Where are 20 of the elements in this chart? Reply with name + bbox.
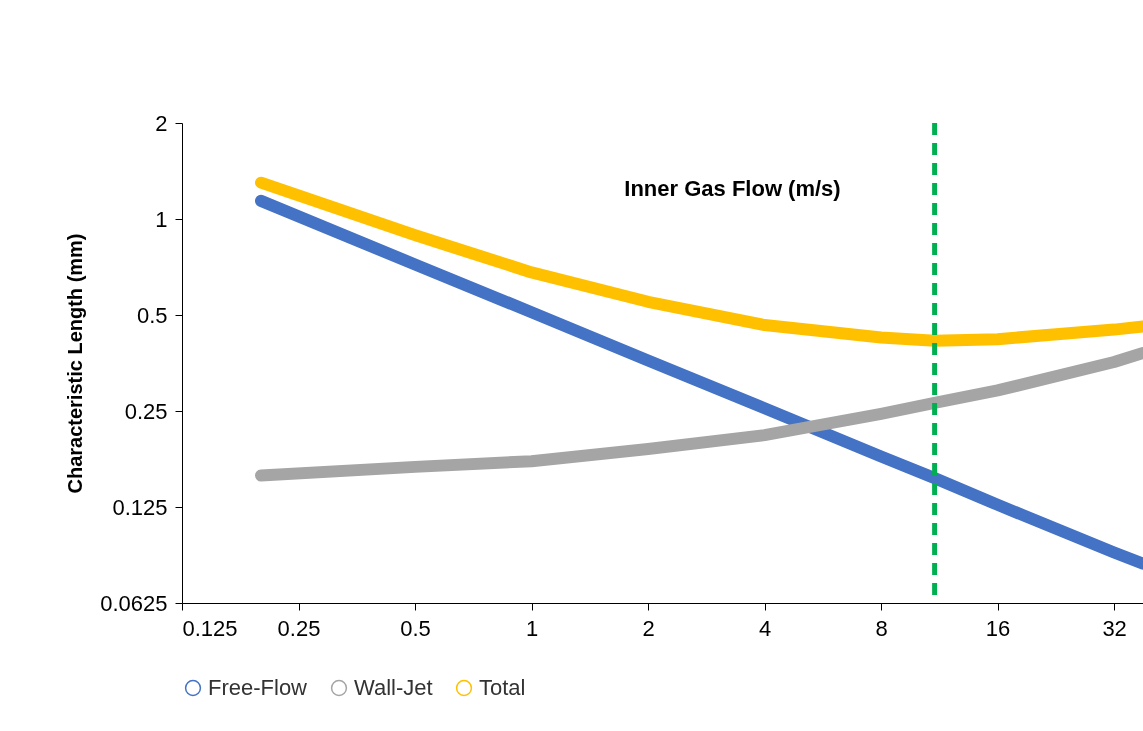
- x-tick-label: 32: [1102, 615, 1127, 641]
- y-tick-label: 0.0625: [100, 590, 168, 616]
- x-tick-label: 8: [875, 615, 888, 641]
- x-tick-label: 0.5: [400, 615, 431, 641]
- x-tick-label: 16: [985, 615, 1011, 641]
- x-axis-title: Inner Gas Flow (m/s): [624, 175, 841, 201]
- x-tick-label: 1: [525, 615, 539, 641]
- x-tick-label: 0.25: [277, 615, 321, 641]
- x-tick-label: 2: [642, 615, 655, 641]
- y-tick-label: 2: [155, 110, 168, 136]
- legend-label: Free-Flow: [208, 675, 308, 700]
- y-tick-label: 0.25: [124, 398, 168, 424]
- legend-label: Wall-Jet: [354, 675, 433, 700]
- y-tick-label: 0.5: [136, 302, 168, 328]
- legend-label: Total: [479, 675, 526, 700]
- x-tick-label: 4: [758, 615, 772, 641]
- y-axis-title: Characteristic Length (mm): [64, 233, 87, 494]
- y-tick-label: 1: [155, 206, 168, 232]
- y-tick-label: 0.125: [112, 494, 168, 520]
- x-tick-label: 0.125: [182, 615, 238, 641]
